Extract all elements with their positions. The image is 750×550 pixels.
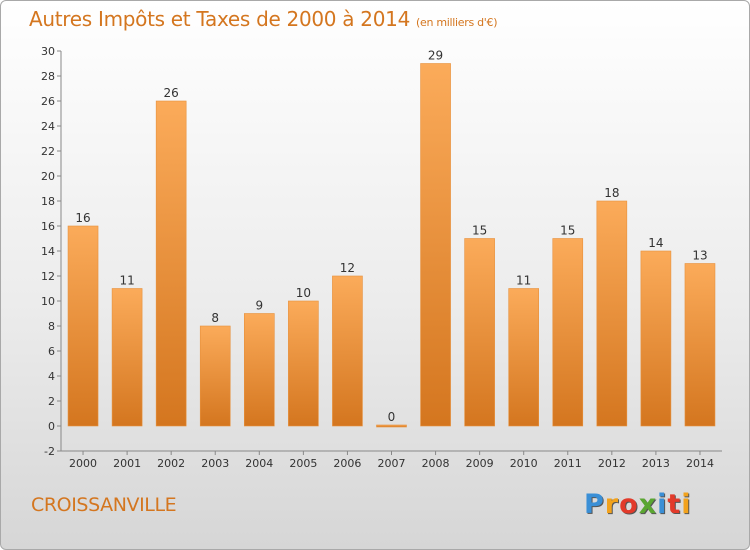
y-tick-label: 8 — [48, 320, 55, 333]
logo-letter: o — [619, 489, 639, 520]
data-label-2009: 15 — [472, 224, 487, 238]
data-label-2001: 11 — [119, 274, 134, 288]
x-tick-label: 2013 — [642, 457, 670, 470]
y-tick-label: 24 — [41, 120, 55, 133]
y-tick-label: 30 — [41, 45, 55, 58]
y-tick-label: 16 — [41, 220, 55, 233]
bar-2012 — [596, 200, 628, 427]
data-label-2007: 0 — [388, 410, 396, 424]
y-tick-label: 6 — [48, 345, 55, 358]
y-tick-label: 26 — [41, 95, 55, 108]
data-label-2011: 15 — [560, 224, 575, 238]
bar-2004 — [244, 313, 275, 427]
bar-2009 — [464, 238, 495, 427]
y-tick-label: 10 — [41, 295, 55, 308]
bar-2014 — [684, 263, 716, 427]
bar-2008 — [420, 63, 451, 427]
bar-2003 — [199, 325, 231, 427]
logo-letter: x — [638, 489, 658, 520]
logo-letter: P — [584, 489, 605, 520]
bar-2011 — [552, 238, 584, 427]
title-text: Autres Impôts et Taxes de 2000 à 2014 — [29, 7, 410, 31]
bar-2006 — [332, 275, 363, 427]
y-tick-label: 22 — [41, 145, 55, 158]
x-tick-label: 2002 — [157, 457, 185, 470]
y-tick-label: 4 — [48, 370, 55, 383]
logo-letter: r — [604, 489, 620, 520]
x-tick-label: 2006 — [333, 457, 361, 470]
y-tick-label: 12 — [41, 270, 55, 283]
y-tick-label: 28 — [41, 70, 55, 83]
data-label-2005: 10 — [296, 286, 311, 300]
x-tick-label: 2001 — [113, 457, 141, 470]
x-tick-label: 2003 — [201, 457, 229, 470]
bars — [67, 63, 716, 428]
bar-2000 — [67, 225, 99, 427]
data-label-2012: 18 — [604, 186, 619, 200]
y-tick-label: 14 — [41, 245, 55, 258]
bar-2010 — [508, 288, 540, 427]
data-label-2004: 9 — [255, 299, 263, 313]
logo-letter: i — [657, 489, 668, 520]
x-tick-label: 2008 — [422, 457, 450, 470]
bar-2013 — [640, 250, 672, 427]
y-tick-label: 18 — [41, 195, 55, 208]
chart-title: Autres Impôts et Taxes de 2000 à 2014 (en… — [29, 7, 497, 31]
y-tick-label: -2 — [44, 445, 55, 458]
x-tick-label: 2010 — [510, 457, 538, 470]
logo-letter: t — [667, 489, 682, 520]
data-label-2014: 13 — [692, 249, 707, 263]
data-label-2010: 11 — [516, 274, 531, 288]
x-tick-label: 2007 — [378, 457, 406, 470]
data-labels: 16 11 26 8 9 10 12 0 29 15 11 15 18 14 13 — [75, 49, 707, 425]
x-tick-label: 2004 — [245, 457, 273, 470]
bar-2002 — [155, 100, 187, 427]
data-label-2000: 16 — [75, 211, 90, 225]
chart-subtitle: (en milliers d'€) — [416, 16, 498, 29]
x-tick-label: 2009 — [466, 457, 494, 470]
x-tick-label: 2000 — [69, 457, 97, 470]
logo-letter: i — [681, 489, 692, 520]
x-tick-label: 2005 — [289, 457, 317, 470]
data-label-2013: 14 — [648, 236, 663, 250]
y-tick-label: 2 — [48, 395, 55, 408]
bar-2005 — [288, 300, 319, 427]
x-tick-label: 2014 — [686, 457, 714, 470]
y-tick-label: 20 — [41, 170, 55, 183]
x-tick-label: 2011 — [554, 457, 582, 470]
y-tick-label: 0 — [48, 420, 55, 433]
commune-name: CROISSANVILLE — [31, 494, 177, 516]
data-label-2008: 29 — [428, 49, 443, 63]
x-tick-label: 2012 — [598, 457, 626, 470]
proxiti-logo: Proxiti — [584, 489, 692, 520]
data-label-2002: 26 — [164, 86, 179, 100]
bar-2001 — [111, 288, 143, 427]
bar-2007 — [376, 424, 407, 428]
data-label-2006: 12 — [340, 261, 355, 275]
data-label-2003: 8 — [211, 311, 219, 325]
